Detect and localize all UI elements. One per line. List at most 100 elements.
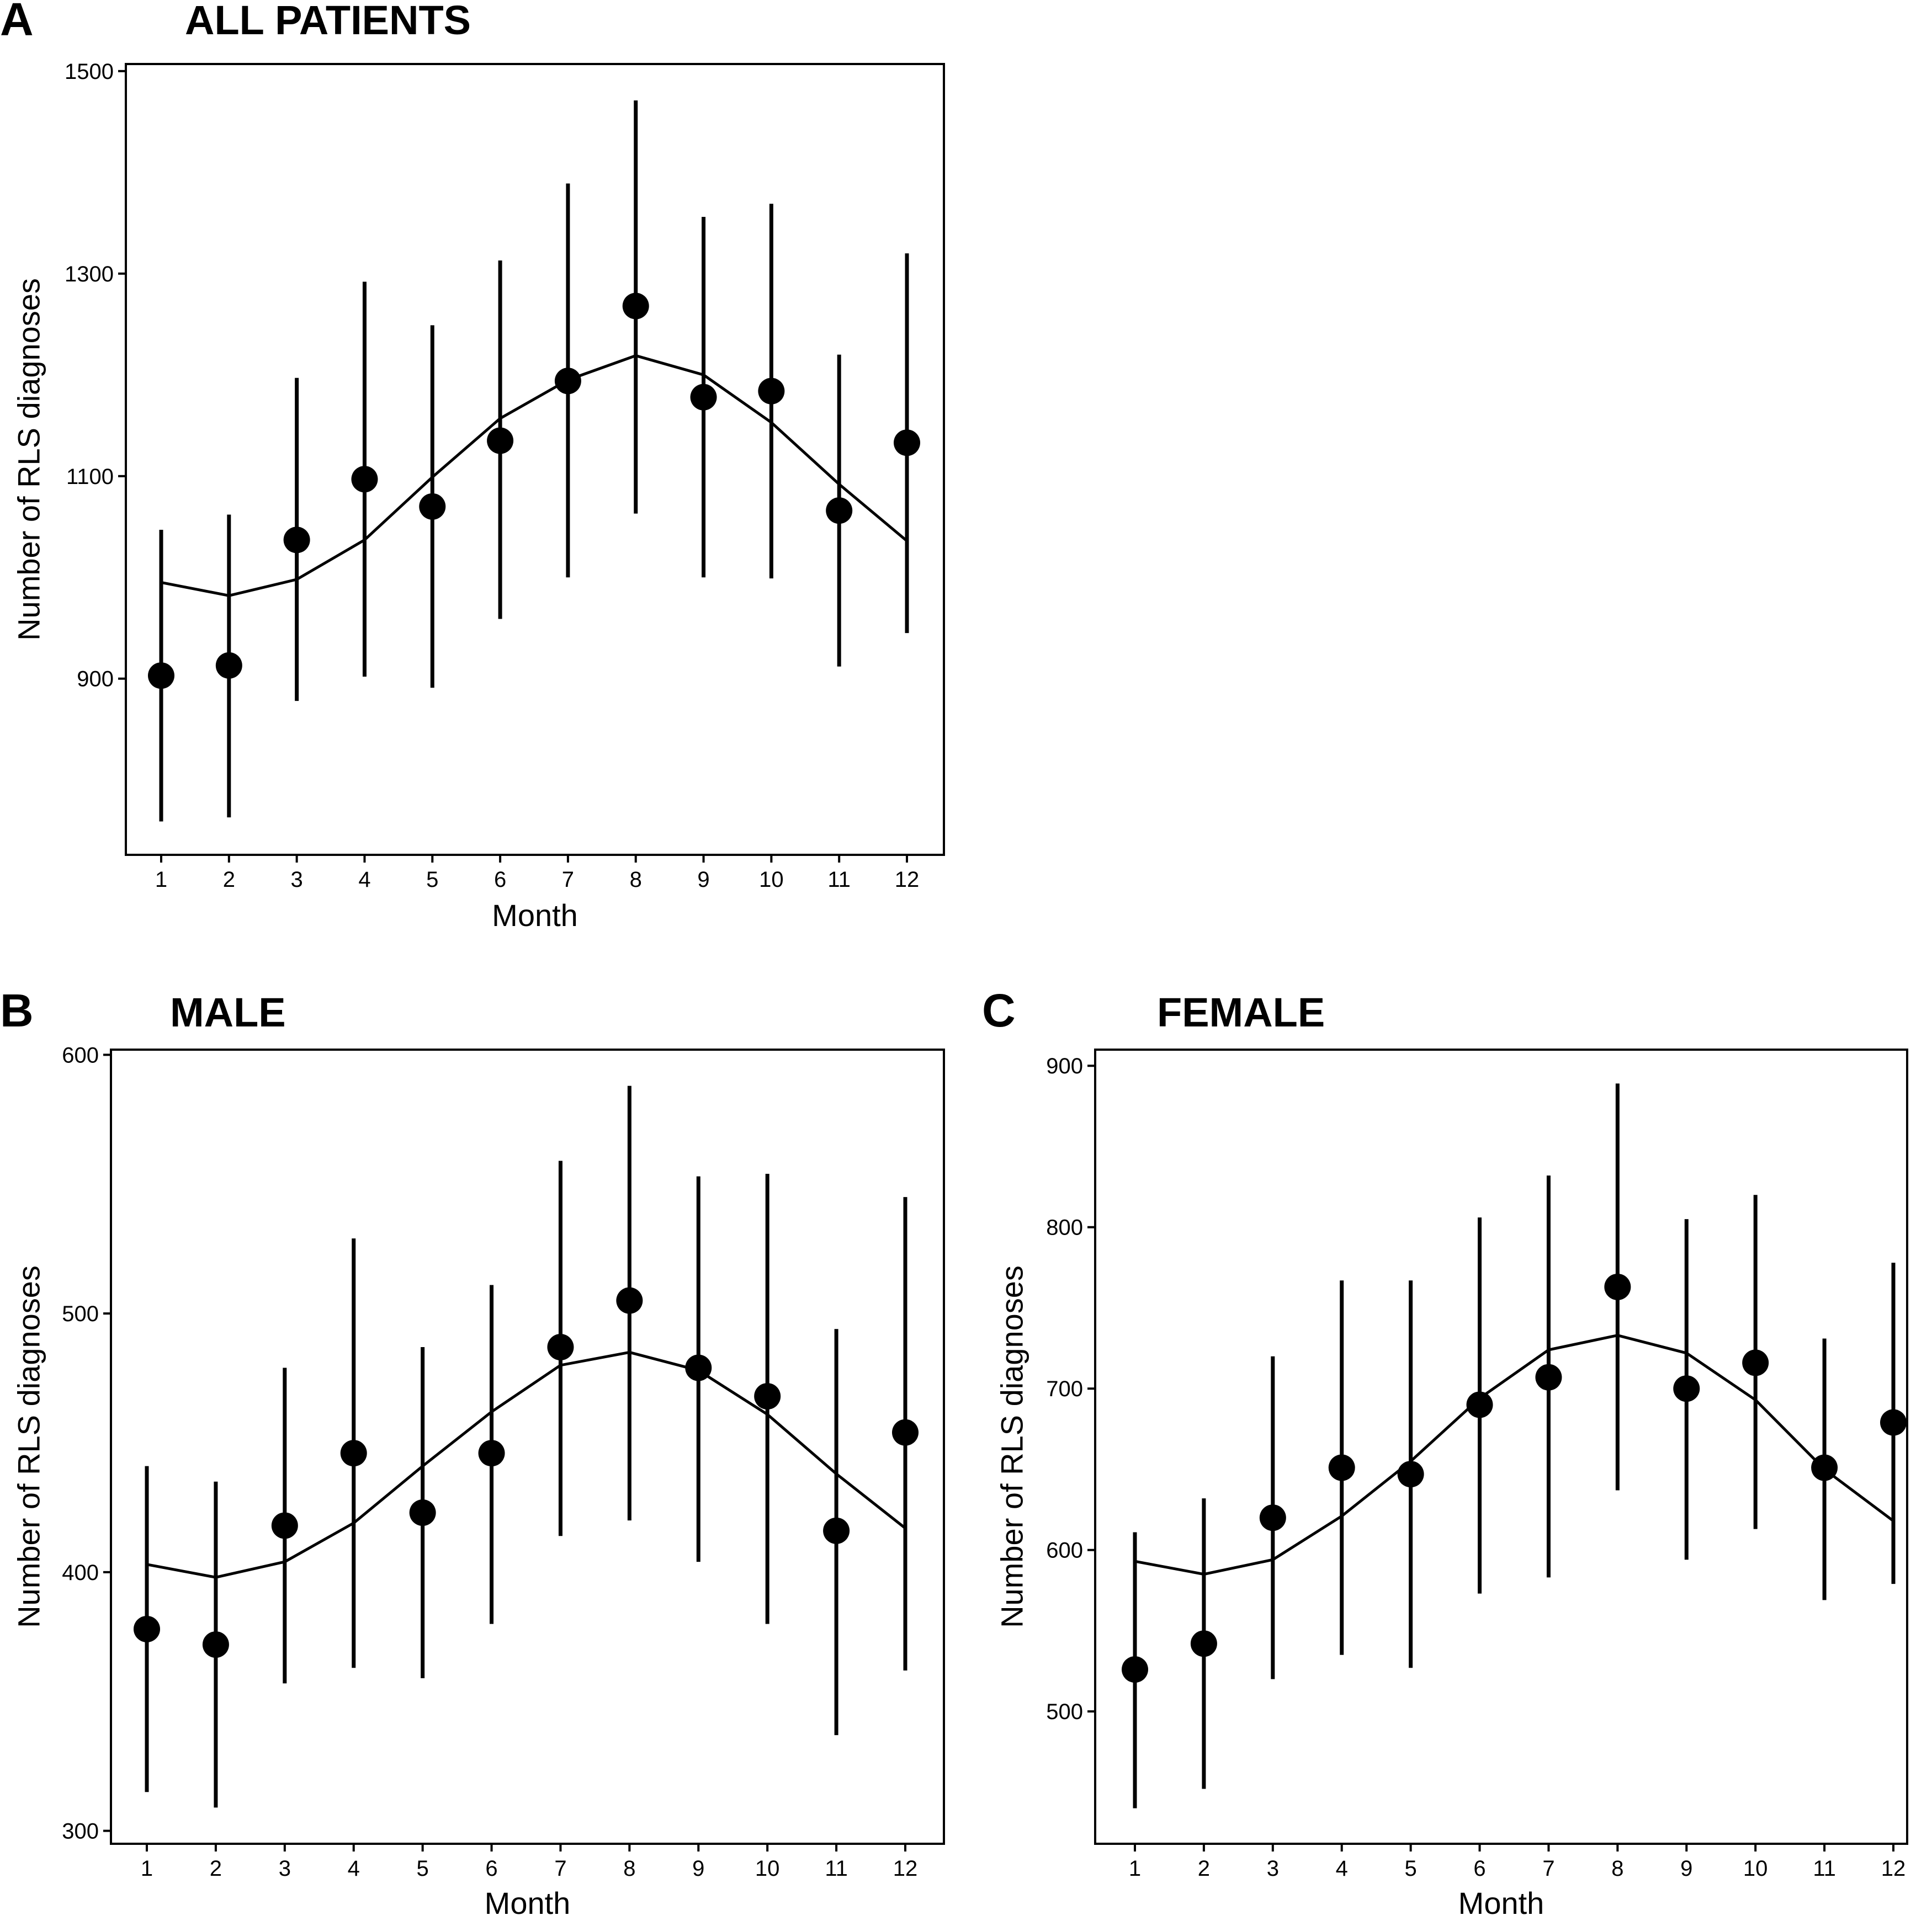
panel-title: FEMALE xyxy=(1157,989,1325,1035)
data-point-month-1 xyxy=(134,1615,160,1642)
x-tick-label: 5 xyxy=(426,868,438,892)
data-point-month-4 xyxy=(351,466,378,493)
y-tick-label: 600 xyxy=(1046,1539,1083,1563)
data-point-month-11 xyxy=(826,497,853,524)
data-point-month-5 xyxy=(419,493,446,520)
x-tick-label: 7 xyxy=(1542,1856,1554,1881)
data-point-month-7 xyxy=(1535,1364,1562,1391)
x-tick-label: 4 xyxy=(358,868,370,892)
x-tick-label: 8 xyxy=(1611,1856,1623,1881)
x-tick-label: 10 xyxy=(755,1856,780,1881)
data-point-month-5 xyxy=(409,1499,436,1526)
y-tick-label: 700 xyxy=(1046,1377,1083,1401)
x-tick-label: 11 xyxy=(827,868,851,892)
y-tick-label: 1300 xyxy=(65,262,114,286)
data-point-month-9 xyxy=(685,1354,712,1381)
data-point-month-4 xyxy=(340,1440,367,1467)
y-tick-label: 800 xyxy=(1046,1216,1083,1240)
data-point-month-8 xyxy=(622,292,649,320)
x-tick-label: 2 xyxy=(210,1856,222,1881)
x-tick-label: 10 xyxy=(759,868,784,892)
x-tick-label: 10 xyxy=(1743,1856,1768,1881)
x-tick-label: 6 xyxy=(1473,1856,1485,1881)
x-tick-label: 3 xyxy=(1267,1856,1279,1881)
panel-title: ALL PATIENTS xyxy=(185,0,471,43)
data-point-month-11 xyxy=(823,1517,850,1544)
data-point-month-2 xyxy=(1190,1630,1217,1657)
data-point-month-3 xyxy=(271,1512,298,1539)
x-tick-label: 4 xyxy=(1336,1856,1348,1881)
data-point-month-7 xyxy=(547,1334,574,1361)
data-point-month-12 xyxy=(1880,1409,1907,1436)
data-point-month-2 xyxy=(215,652,242,679)
y-tick-label: 600 xyxy=(62,1043,99,1067)
plot-frame xyxy=(125,63,945,856)
data-point-month-6 xyxy=(1466,1391,1493,1418)
y-tick-label: 500 xyxy=(1046,1700,1083,1724)
x-tick-label: 3 xyxy=(291,868,303,892)
x-axis-title: Month xyxy=(485,1886,571,1920)
x-tick-label: 8 xyxy=(623,1856,635,1881)
x-tick-label: 12 xyxy=(1881,1856,1906,1881)
x-tick-label: 11 xyxy=(1813,1856,1836,1881)
x-tick-label: 9 xyxy=(1680,1856,1692,1881)
data-point-month-10 xyxy=(758,377,785,405)
y-tick-label: 1500 xyxy=(65,60,114,84)
y-axis-title: Number of RLS diagnoses xyxy=(994,1265,1029,1628)
y-tick-label: 400 xyxy=(62,1561,99,1585)
panel-letter: B xyxy=(0,985,34,1036)
data-point-month-4 xyxy=(1328,1454,1355,1481)
panel-letter: A xyxy=(0,0,34,45)
data-point-month-6 xyxy=(487,427,514,454)
y-axis-title: Number of RLS diagnoses xyxy=(11,278,46,641)
x-tick-label: 6 xyxy=(494,868,506,892)
y-tick-label: 1100 xyxy=(66,465,114,489)
data-point-month-12 xyxy=(892,1419,919,1446)
data-point-month-1 xyxy=(148,662,174,689)
data-point-month-9 xyxy=(690,384,717,411)
data-point-month-5 xyxy=(1397,1461,1424,1488)
y-tick-label: 900 xyxy=(77,667,114,691)
data-point-month-6 xyxy=(478,1440,505,1467)
plot-frame xyxy=(110,1049,945,1845)
x-tick-label: 11 xyxy=(825,1856,848,1881)
x-tick-label: 3 xyxy=(279,1856,291,1881)
data-point-month-10 xyxy=(1742,1349,1769,1376)
x-tick-label: 7 xyxy=(554,1856,566,1881)
plot-frame xyxy=(1094,1049,1908,1845)
x-tick-label: 7 xyxy=(562,868,574,892)
data-point-month-11 xyxy=(1811,1454,1838,1481)
y-tick-label: 900 xyxy=(1046,1054,1083,1078)
fit-line xyxy=(161,354,908,597)
x-axis-title: Month xyxy=(1458,1886,1544,1920)
y-tick-label: 300 xyxy=(62,1819,99,1844)
x-tick-label: 5 xyxy=(1405,1856,1417,1881)
x-tick-label: 5 xyxy=(417,1856,429,1881)
x-tick-label: 6 xyxy=(485,1856,497,1881)
y-tick-label: 500 xyxy=(62,1302,99,1326)
data-point-month-1 xyxy=(1122,1656,1148,1683)
x-tick-label: 2 xyxy=(223,868,235,892)
data-point-month-8 xyxy=(616,1287,643,1314)
x-tick-label: 1 xyxy=(1129,1856,1141,1881)
data-point-month-10 xyxy=(754,1383,781,1410)
data-point-month-12 xyxy=(894,429,920,456)
x-tick-label: 12 xyxy=(893,1856,918,1881)
y-axis-title: Number of RLS diagnoses xyxy=(11,1265,46,1628)
x-tick-label: 8 xyxy=(630,868,642,892)
data-point-month-3 xyxy=(1259,1504,1286,1531)
fit-line xyxy=(146,1350,906,1579)
x-axis-title: Month xyxy=(492,898,578,933)
data-point-month-2 xyxy=(202,1631,229,1658)
data-point-month-9 xyxy=(1673,1375,1700,1402)
panel-title: MALE xyxy=(170,989,286,1035)
x-tick-label: 4 xyxy=(348,1856,360,1881)
panel-letter: C xyxy=(982,985,1016,1036)
data-point-month-3 xyxy=(283,526,310,554)
x-tick-label: 1 xyxy=(141,1856,153,1881)
x-tick-label: 1 xyxy=(155,868,167,892)
x-tick-label: 2 xyxy=(1198,1856,1210,1881)
